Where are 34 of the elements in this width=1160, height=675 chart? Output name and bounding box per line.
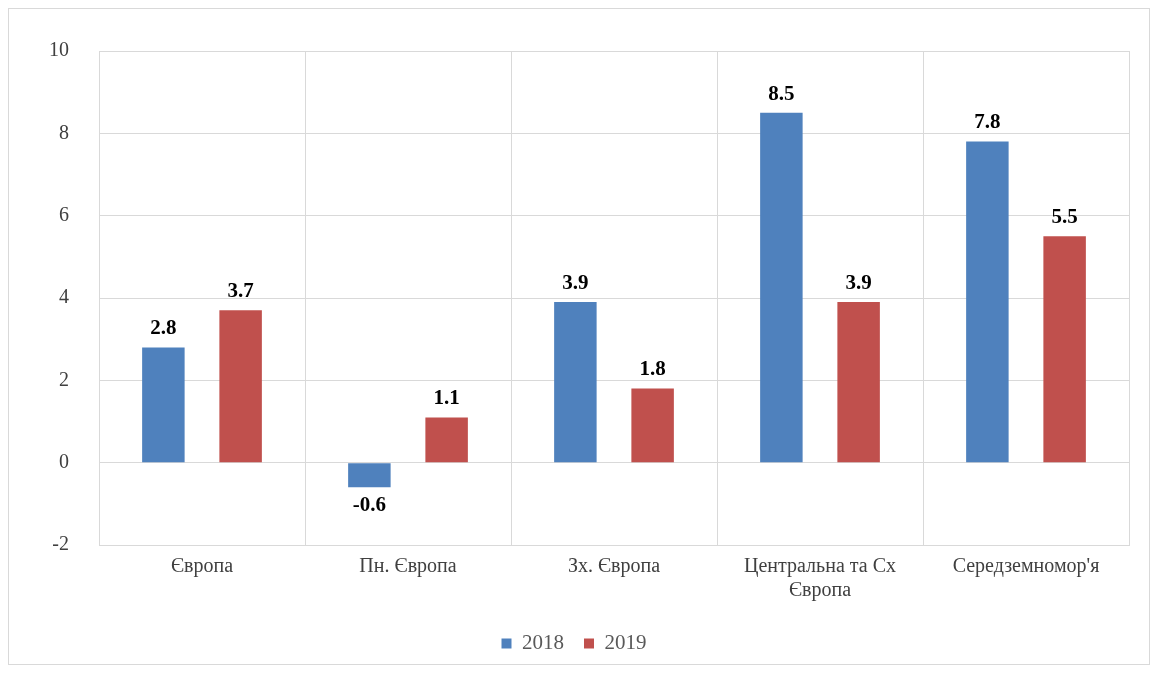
data-label: 8.5 <box>768 80 795 105</box>
data-label: 1.1 <box>433 385 460 410</box>
bar <box>631 388 674 463</box>
data-label: 3.7 <box>227 278 254 303</box>
y-tick-label: 6 <box>59 202 69 225</box>
data-label: 2.8 <box>150 315 177 340</box>
y-tick-label: -2 <box>52 532 69 555</box>
bar <box>219 310 262 463</box>
bar <box>142 347 185 463</box>
data-label: 1.8 <box>639 356 666 381</box>
data-label: 3.9 <box>562 270 589 295</box>
data-label: 7.8 <box>974 109 1001 134</box>
bar <box>760 112 803 463</box>
bar <box>425 417 468 463</box>
x-tick-label: Середземномор'я <box>952 554 1100 578</box>
bar <box>348 463 391 488</box>
y-tick-label: 2 <box>59 367 69 390</box>
bar <box>1043 236 1086 463</box>
bar <box>966 141 1009 463</box>
x-tick-label: Європа <box>170 554 234 578</box>
x-tick-label: Зх. Європа <box>567 554 661 578</box>
bar <box>554 302 597 463</box>
bar <box>837 302 880 463</box>
y-tick-label: 8 <box>59 120 69 143</box>
data-label: 5.5 <box>1051 204 1078 229</box>
x-tick-label: Центральна та Сх Європа <box>744 554 896 602</box>
data-label: -0.6 <box>352 492 386 517</box>
x-tick-label: Пн. Європа <box>359 554 457 578</box>
legend-label: 2018 <box>522 630 564 655</box>
y-tick-label: 0 <box>59 449 69 472</box>
legend-label: 2019 <box>604 630 647 655</box>
data-label: 3.9 <box>845 270 872 295</box>
y-tick-label: 4 <box>59 285 69 308</box>
y-tick-label: 10 <box>49 38 69 61</box>
